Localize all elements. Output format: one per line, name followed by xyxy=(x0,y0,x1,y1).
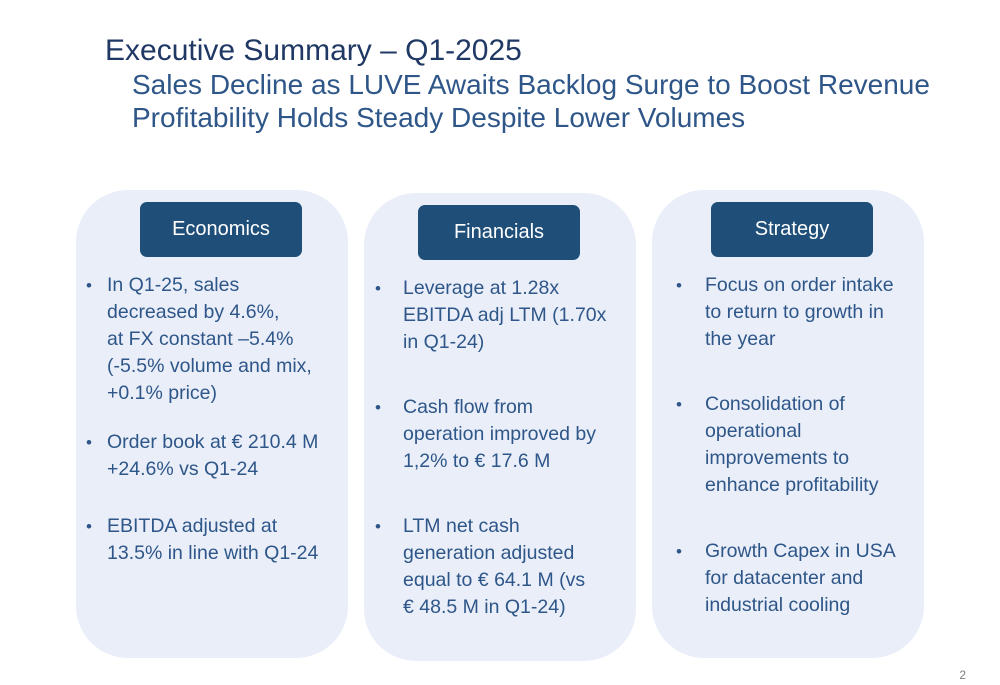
strategy-card: Strategy • Focus on order intake to retu… xyxy=(652,190,924,658)
bullet-icon: • xyxy=(375,398,381,417)
bullet-text-line: equal to € 64.1 M (vs xyxy=(403,569,586,591)
bullet-text-line: generation adjusted xyxy=(403,542,575,564)
slide-subtitle-line-2: Profitability Holds Steady Despite Lower… xyxy=(132,102,746,133)
bullet-text-line: EBITDA adj LTM (1.70x xyxy=(403,304,607,326)
financials-card: Financials • Leverage at 1.28x EBITDA ad… xyxy=(364,193,636,661)
bullet-text-line: 13.5% in line with Q1-24 xyxy=(107,542,319,564)
bullet-text-line: enhance profitability xyxy=(705,474,879,496)
bullet-icon: • xyxy=(676,542,682,561)
bullet-text-line: Focus on order intake xyxy=(705,274,894,296)
bullet-text-line: (-5.5% volume and mix, xyxy=(107,355,312,377)
bullet-icon: • xyxy=(676,276,682,295)
bullet-text-line: EBITDA adjusted at xyxy=(107,515,278,537)
bullet-text-line: operation improved by xyxy=(403,423,596,445)
economics-heading: Economics xyxy=(140,202,302,257)
bullet-text-line: improvements to xyxy=(705,447,850,469)
bullet-text-line: € 48.5 M in Q1-24) xyxy=(403,596,566,618)
economics-card: Economics • In Q1-25, sales decreased by… xyxy=(76,190,348,658)
bullet-text-line: Growth Capex in USA xyxy=(705,540,896,562)
slide-title: Executive Summary – Q1-2025 xyxy=(105,34,522,67)
bullet-icon: • xyxy=(86,276,92,295)
bullet-text-line: LTM net cash xyxy=(403,515,520,537)
page-number: 2 xyxy=(959,668,966,682)
bullet-text-line: the year xyxy=(705,328,776,350)
bullet-icon: • xyxy=(86,433,92,452)
bullet-text-line: +0.1% price) xyxy=(107,382,218,404)
slide-subtitle-line-1: Sales Decline as LUVE Awaits Backlog Sur… xyxy=(132,69,930,100)
bullet-text-line: at FX constant –5.4% xyxy=(107,328,294,350)
bullet-text-line: industrial cooling xyxy=(705,594,851,616)
bullet-text-line: In Q1-25, sales xyxy=(107,274,240,296)
bullet-text-line: to return to growth in xyxy=(705,301,884,323)
bullet-text-line: Consolidation of xyxy=(705,393,845,415)
bullet-text-line: Order book at € 210.4 M xyxy=(107,431,319,453)
bullet-icon: • xyxy=(676,395,682,414)
bullet-icon: • xyxy=(375,517,381,536)
bullet-text-line: 1,2% to € 17.6 M xyxy=(403,450,551,472)
bullet-text-line: decreased by 4.6%, xyxy=(107,301,280,323)
bullet-text-line: +24.6% vs Q1-24 xyxy=(107,458,259,480)
financials-heading: Financials xyxy=(418,205,580,260)
bullet-text-line: operational xyxy=(705,420,802,442)
bullet-text-line: Leverage at 1.28x xyxy=(403,277,560,299)
bullet-text-line: for datacenter and xyxy=(705,567,864,589)
strategy-heading: Strategy xyxy=(711,202,873,257)
bullet-icon: • xyxy=(86,517,92,536)
bullet-text-line: Cash flow from xyxy=(403,396,534,418)
bullet-icon: • xyxy=(375,279,381,298)
bullet-text-line: in Q1-24) xyxy=(403,331,485,353)
